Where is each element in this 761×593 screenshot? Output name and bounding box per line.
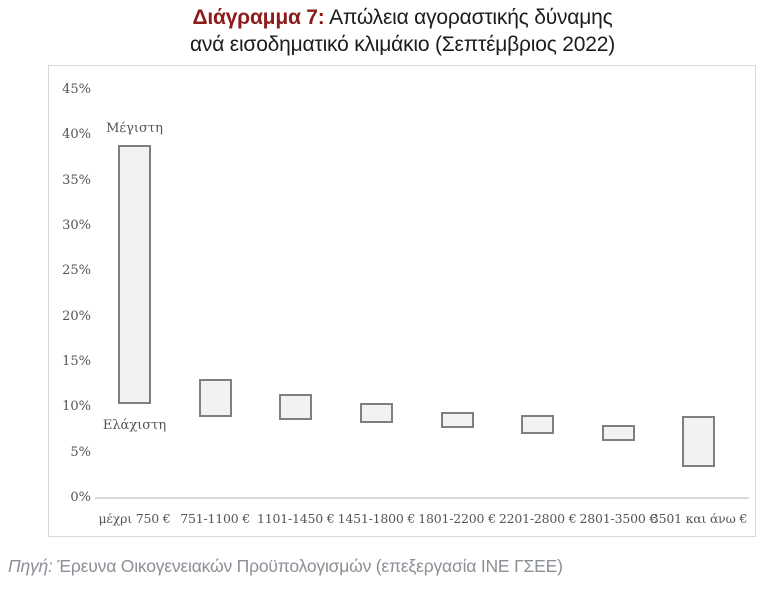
- x-axis-label: 3501 και άνω €: [650, 511, 748, 526]
- range-bar: [682, 416, 716, 468]
- source-note-text: Έρευνα Οικογενειακών Προϋπολογισμών (επε…: [52, 556, 563, 576]
- source-note-prefix: Πηγή:: [8, 556, 53, 576]
- y-axis-tick-label: 35%: [62, 172, 91, 188]
- y-axis-tick-label: 45%: [62, 81, 91, 97]
- x-axis-label: 2201-2800 €: [498, 511, 577, 526]
- y-axis-tick-label: 15%: [62, 353, 91, 369]
- range-bar: [279, 393, 313, 420]
- y-axis-tick-label: 20%: [62, 308, 91, 324]
- y-axis-tick-label: 40%: [62, 127, 91, 143]
- range-bar: [359, 402, 393, 423]
- range-bar: [440, 411, 474, 429]
- source-note: Πηγή: Έρευνα Οικογενειακών Προϋπολογισμώ…: [8, 556, 563, 577]
- chart-panel: 0% 5% 10% 15% 20% 25% 30% 35% 40% 45% μέχρι 750 € 7…: [48, 65, 756, 537]
- chart-title-line2: ανά εισοδηματικό κλιμάκιο (Σεπτέμβριος 2…: [189, 33, 615, 56]
- x-axis-label: μέχρι 750 €: [98, 511, 171, 526]
- range-bar: [198, 379, 232, 418]
- x-axis-label: 2801-3500 €: [579, 511, 658, 526]
- x-axis-label: 751-1100 €: [180, 511, 251, 526]
- y-axis-tick-label: 10%: [62, 399, 91, 415]
- chart-title-line1: Διάγραμμα 7: Απώλεια αγοραστικής δύναμης: [44, 4, 761, 31]
- x-axis-label: 1101-1450 €: [256, 511, 335, 526]
- range-bar: [601, 424, 635, 441]
- max-annotation: Μέγιστη: [106, 121, 163, 137]
- chart-title-number: Διάγραμμα 7:: [192, 6, 325, 29]
- y-axis-tick-label: 25%: [62, 263, 91, 279]
- chart-title-line1-text: Απώλεια αγοραστικής δύναμης: [324, 6, 613, 29]
- x-axis-label: 1801-2200 €: [418, 511, 496, 526]
- x-axis-line: [95, 497, 749, 499]
- y-axis-tick-label: 0%: [70, 490, 91, 505]
- range-bar: [521, 414, 555, 434]
- x-axis-label: 1451-1800 €: [337, 511, 416, 526]
- min-annotation: Ελάχιστη: [102, 417, 167, 433]
- y-axis-tick-label: 5%: [70, 444, 91, 460]
- range-bar: [118, 145, 151, 404]
- chart-title: Διάγραμμα 7: Απώλεια αγοραστικής δύναμης…: [44, 4, 761, 58]
- y-axis-tick-label: 30%: [62, 217, 91, 233]
